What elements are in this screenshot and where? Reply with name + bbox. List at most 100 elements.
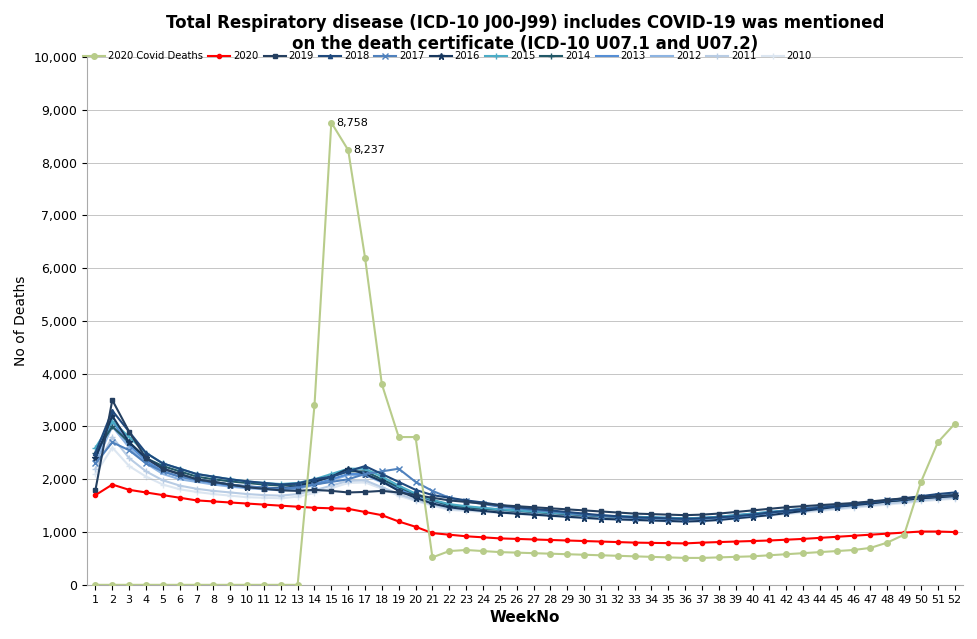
2019 — [679, 511, 691, 519]
2012 — [679, 515, 691, 523]
2011 — [174, 482, 186, 489]
2013 — [90, 454, 102, 462]
2017 — [409, 478, 421, 486]
Line: 2013: 2013 — [96, 421, 955, 518]
Line: 2020: 2020 — [94, 482, 956, 546]
2011 — [662, 516, 674, 524]
2013 — [106, 417, 118, 425]
2011 — [629, 516, 641, 523]
2015 — [949, 491, 960, 499]
2020 Covid Deaths — [898, 531, 910, 539]
2013 — [174, 473, 186, 481]
2018 — [949, 489, 960, 497]
2020 — [90, 491, 102, 499]
2019 — [949, 491, 960, 499]
2014 — [90, 449, 102, 457]
Y-axis label: No of Deaths: No of Deaths — [14, 276, 28, 366]
2020 Covid Deaths — [409, 433, 421, 441]
2013 — [511, 507, 523, 514]
2016 — [629, 516, 641, 524]
X-axis label: WeekNo: WeekNo — [489, 610, 560, 625]
2015 — [106, 417, 118, 425]
2015 — [662, 514, 674, 521]
2019 — [562, 505, 573, 513]
2019 — [106, 396, 118, 404]
2013 — [629, 513, 641, 521]
2019 — [174, 470, 186, 478]
2018 — [174, 465, 186, 473]
2014 — [562, 511, 573, 518]
2018 — [409, 486, 421, 494]
2020 — [629, 539, 641, 546]
2015 — [409, 489, 421, 497]
2013 — [409, 491, 421, 499]
Text: 8,758: 8,758 — [336, 118, 368, 128]
Line: 2015: 2015 — [92, 418, 958, 522]
2011 — [949, 494, 960, 502]
2012 — [662, 514, 674, 522]
2012 — [629, 514, 641, 521]
Line: 2011: 2011 — [93, 435, 957, 524]
2010 — [662, 518, 674, 525]
2010 — [174, 486, 186, 493]
2020 — [562, 537, 573, 544]
2013 — [949, 491, 960, 499]
2014 — [949, 492, 960, 500]
2019 — [662, 511, 674, 518]
2016 — [679, 518, 691, 525]
2012 — [949, 492, 960, 500]
2018 — [511, 504, 523, 511]
2018 — [629, 514, 641, 521]
2016 — [562, 513, 573, 521]
2020 Covid Deaths — [90, 581, 102, 589]
2011 — [562, 512, 573, 520]
2016 — [949, 492, 960, 500]
2015 — [679, 514, 691, 522]
Title: Total Respiratory disease (ICD-10 J00-J99) includes COVID-19 was mentioned
on th: Total Respiratory disease (ICD-10 J00-J9… — [166, 14, 884, 52]
2013 — [662, 514, 674, 521]
2020 — [949, 528, 960, 536]
2016 — [174, 470, 186, 478]
2017 — [949, 491, 960, 499]
2019 — [90, 486, 102, 494]
2012 — [511, 507, 523, 515]
2016 — [662, 517, 674, 525]
2020 Covid Deaths — [662, 553, 674, 561]
2015 — [511, 507, 523, 514]
2013 — [679, 514, 691, 522]
2015 — [90, 443, 102, 451]
2010 — [679, 518, 691, 526]
2018 — [106, 407, 118, 415]
2010 — [511, 511, 523, 518]
2014 — [409, 490, 421, 498]
2015 — [629, 513, 641, 521]
2011 — [679, 517, 691, 525]
2020 Covid Deaths — [157, 581, 169, 589]
2018 — [90, 449, 102, 457]
2011 — [106, 433, 118, 441]
2014 — [629, 514, 641, 521]
2020 — [106, 481, 118, 488]
Line: 2012: 2012 — [96, 426, 955, 519]
2018 — [662, 514, 674, 522]
Line: 2014: 2014 — [93, 424, 957, 521]
2020 — [409, 523, 421, 530]
2016 — [511, 510, 523, 518]
2010 — [562, 514, 573, 521]
2010 — [90, 470, 102, 478]
2014 — [679, 515, 691, 523]
Line: 2019: 2019 — [94, 398, 956, 517]
2017 — [174, 473, 186, 481]
2020 — [662, 539, 674, 547]
2017 — [629, 514, 641, 521]
2010 — [949, 495, 960, 503]
2011 — [409, 496, 421, 504]
2016 — [106, 412, 118, 420]
Line: 2010: 2010 — [93, 445, 957, 525]
2019 — [511, 502, 523, 510]
2015 — [174, 465, 186, 473]
2017 — [90, 459, 102, 467]
2020 Covid Deaths — [949, 420, 960, 427]
2010 — [409, 497, 421, 505]
2012 — [90, 459, 102, 467]
